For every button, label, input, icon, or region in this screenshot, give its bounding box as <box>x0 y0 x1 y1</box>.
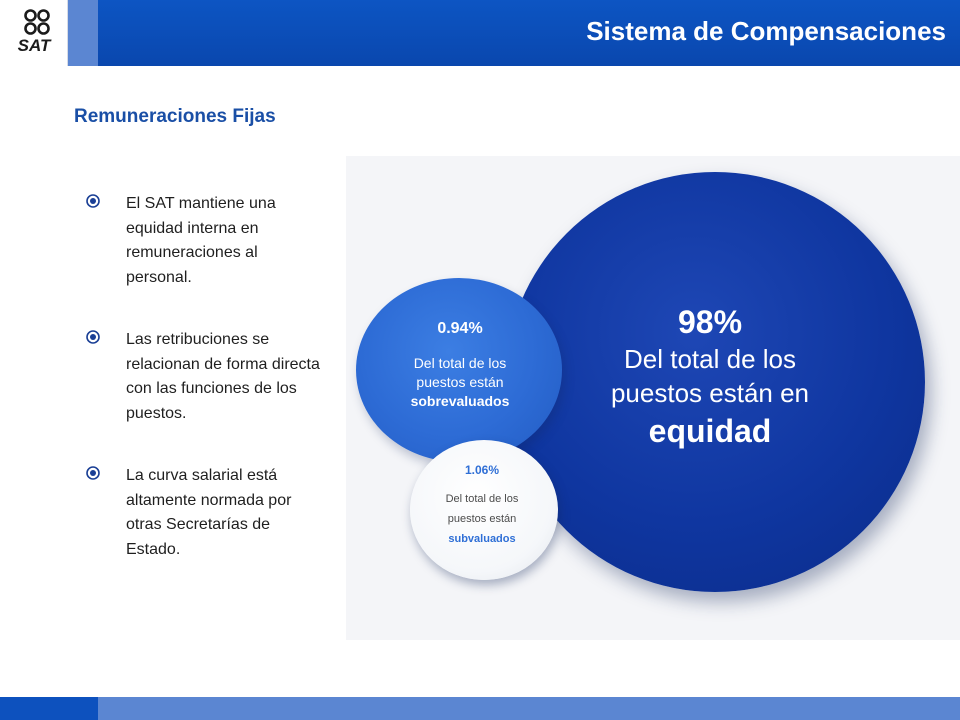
footer-bar-light <box>98 697 960 720</box>
overvalued-status: sobrevaluados <box>410 393 510 409</box>
header-bar: Sistema de Compensaciones <box>98 0 960 66</box>
undervalued-desc-line1: Del total de los <box>445 493 519 505</box>
bullet-item: El SAT mantiene una equidad interna en r… <box>86 192 326 290</box>
bullet-item: Las retribuciones se relacionan de forma… <box>86 328 326 426</box>
bullet-list: El SAT mantiene una equidad interna en r… <box>86 192 326 562</box>
circle-dot-icon <box>86 194 100 208</box>
overvalued-desc-line1: Del total de los <box>413 355 507 371</box>
header-accent-strip <box>68 0 98 66</box>
undervalued-percent: 1.06% <box>464 463 500 477</box>
logo-text: SAT <box>17 36 51 55</box>
overvalued-desc-line2: puestos están <box>416 374 504 390</box>
undervalued-label: 1.06% Del total de los puestos están sub… <box>422 461 542 549</box>
equity-circle <box>505 172 925 592</box>
circle-dot-icon <box>86 466 100 480</box>
bullet-text: La curva salarial está altamente normada… <box>126 467 292 558</box>
bullet-text: Las retribuciones se relacionan de forma… <box>126 331 320 422</box>
page-title: Sistema de Compensaciones <box>586 16 946 46</box>
section-subtitle: Remuneraciones Fijas <box>74 106 276 127</box>
header: SAT Sistema de Compensaciones <box>0 0 960 66</box>
equity-label: 98% Del total de los puestos están en eq… <box>595 302 825 452</box>
circle-dot-icon <box>86 330 100 344</box>
sat-logo-dots-icon <box>24 9 50 35</box>
equity-desc-line1: Del total de los <box>624 344 796 374</box>
footer-bar-dark <box>0 697 98 720</box>
undervalued-status: subvaluados <box>448 533 516 545</box>
undervalued-desc-line2: puestos están <box>447 513 517 525</box>
equity-percent: 98% <box>677 304 743 340</box>
bullet-text: El SAT mantiene una equidad interna en r… <box>126 195 276 286</box>
sat-logo: SAT <box>0 0 68 66</box>
equity-desc-line2: puestos están en <box>610 378 810 408</box>
overvalued-circle <box>356 278 562 462</box>
undervalued-circle <box>410 440 558 580</box>
overvalued-label: 0.94% Del total de los puestos están sob… <box>380 318 540 411</box>
bullet-item: La curva salarial está altamente normada… <box>86 464 326 562</box>
equity-status: equidad <box>648 413 772 449</box>
overvalued-percent: 0.94% <box>437 320 483 337</box>
